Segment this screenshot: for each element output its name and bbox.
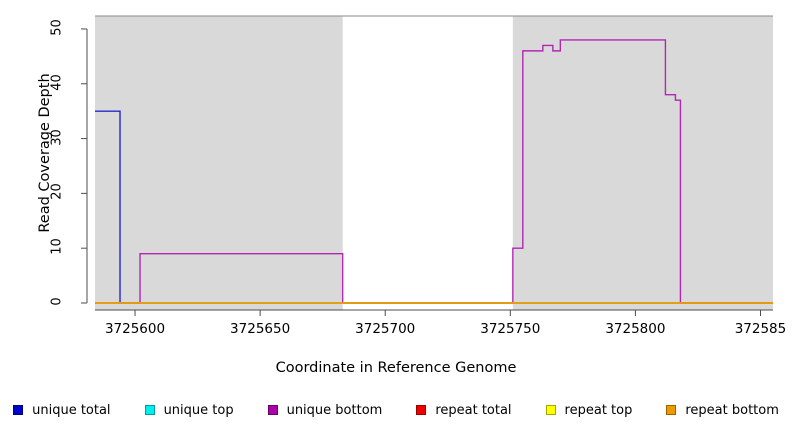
y-tick-label-5: 50 bbox=[49, 19, 65, 36]
series-line-unique-bottom bbox=[95, 39, 773, 304]
legend-item-repeat-bottom: repeat bottom bbox=[666, 403, 779, 418]
shaded-region-0 bbox=[95, 16, 343, 310]
legend-label: unique top bbox=[163, 402, 234, 418]
legend-swatch-icon bbox=[545, 405, 556, 415]
x-axis-title: Coordinate in Reference Genome bbox=[275, 360, 517, 376]
legend-item-unique-top: unique top bbox=[144, 402, 234, 418]
y-tick-label-0: 0 bbox=[49, 297, 65, 306]
x-tick-label-4: 3725800 bbox=[605, 321, 666, 337]
y-tick-label-1: 10 bbox=[49, 238, 65, 255]
legend-swatch-icon bbox=[666, 405, 677, 415]
x-tick-label-1: 3725650 bbox=[230, 321, 291, 337]
x-tick-label-5: 372585 bbox=[734, 321, 787, 337]
legend-item-unique-total: unique total bbox=[13, 402, 111, 418]
legend-label: unique total bbox=[32, 402, 111, 418]
legend-swatch-icon bbox=[144, 405, 155, 415]
shaded-region-group bbox=[95, 15, 773, 310]
y-tick-label-2: 20 bbox=[49, 183, 65, 201]
legend-swatch-icon bbox=[416, 405, 427, 415]
legend-label: repeat total bbox=[435, 402, 512, 418]
legend-swatch-icon bbox=[267, 405, 278, 415]
data-series-group bbox=[95, 39, 773, 304]
x-tick-label-0: 3725600 bbox=[104, 321, 166, 337]
x-tick-label-2: 3725700 bbox=[355, 321, 416, 337]
y-tick-label-3: 30 bbox=[49, 128, 65, 146]
legend-label: repeat bottom bbox=[685, 402, 779, 418]
legend-item-repeat-total: repeat total bbox=[416, 402, 512, 418]
chart-legend: unique total unique top unique bottom repea… bbox=[0, 398, 792, 422]
x-tick-label-3: 3725750 bbox=[480, 321, 541, 337]
legend-label: repeat top bbox=[564, 402, 633, 418]
legend-item-repeat-top: repeat top bbox=[545, 402, 633, 418]
legend-swatch-icon bbox=[13, 405, 24, 415]
legend-label: unique bottom bbox=[286, 402, 383, 418]
shaded-region-1 bbox=[512, 16, 773, 310]
plot-canvas bbox=[81, 15, 773, 316]
y-tick-label-4: 40 bbox=[49, 74, 65, 91]
legend-item-unique-bottom: unique bottom bbox=[267, 402, 383, 418]
axis-group bbox=[81, 28, 773, 316]
